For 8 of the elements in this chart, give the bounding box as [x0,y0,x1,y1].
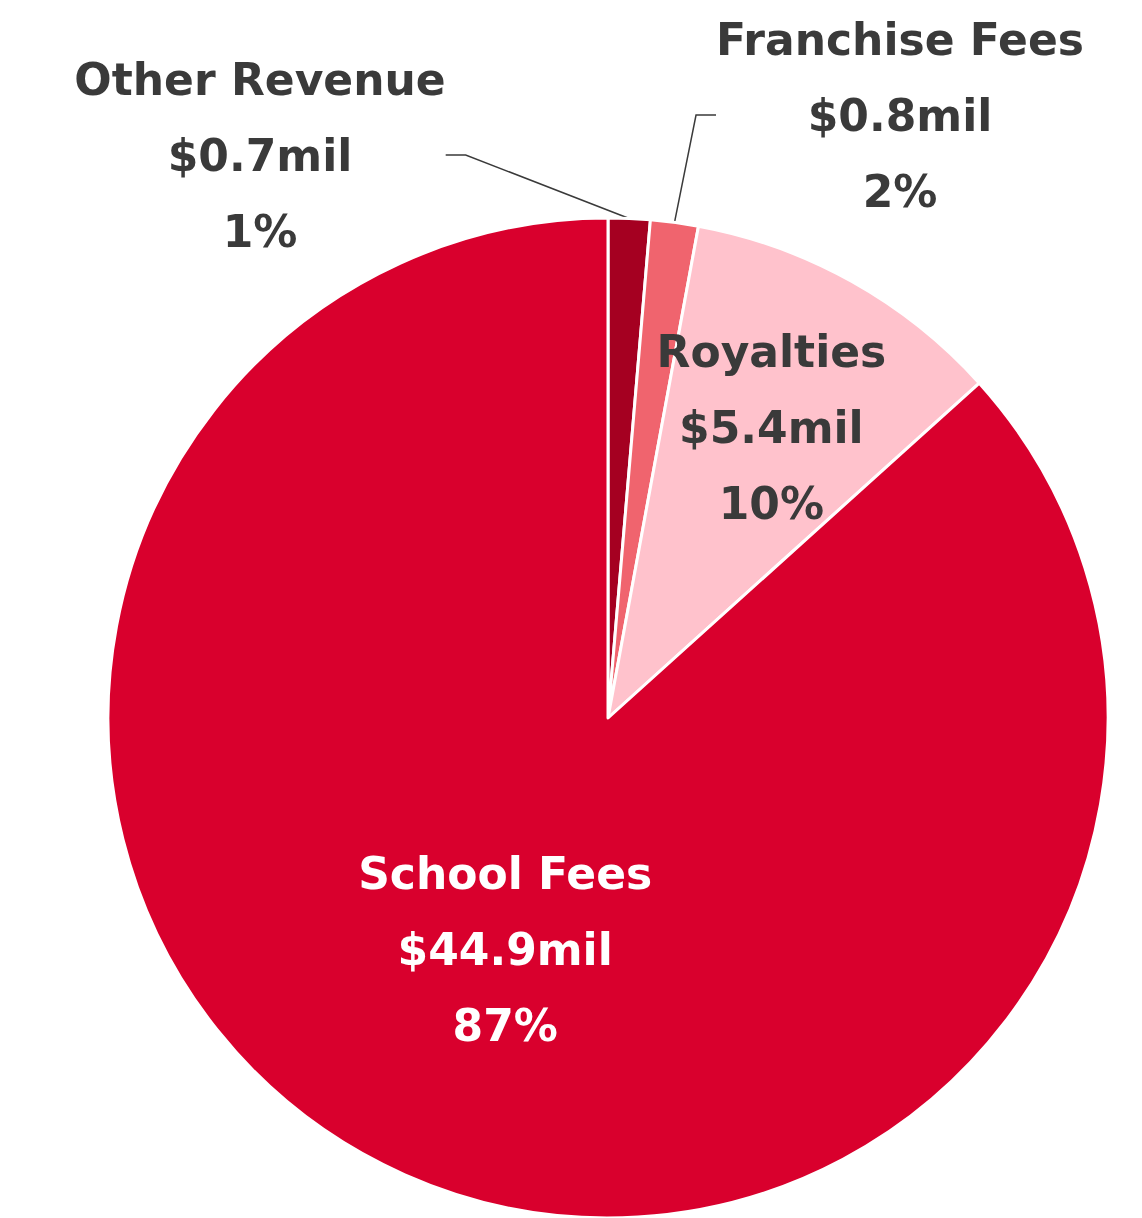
slice-label: Royalties [656,325,887,377]
slice-label: Franchise Fees [716,13,1084,65]
data-label: $0.7mil 1% [167,129,353,257]
data-label: $0.8mil 2% [807,89,993,217]
data-label: $5.4mil 10% [679,401,864,529]
slice-label: Other Revenue [74,53,446,105]
data-label: $44.9mil 87% [397,923,613,1051]
slice-label: School Fees [358,847,653,899]
